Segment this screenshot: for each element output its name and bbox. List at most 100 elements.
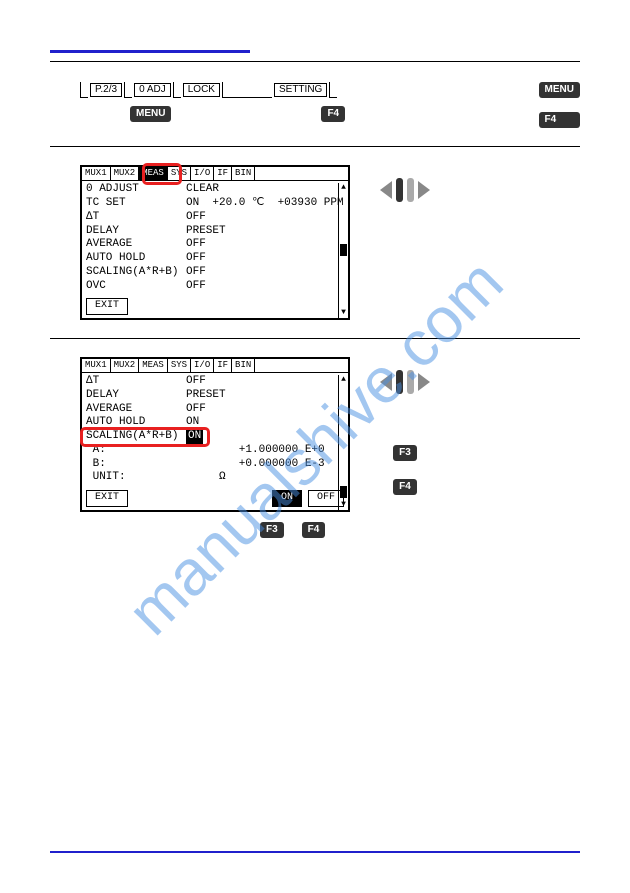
scroll-thumb[interactable] xyxy=(340,486,347,498)
tab-mux1[interactable]: MUX1 xyxy=(82,359,111,372)
f4-key: F4 xyxy=(393,479,417,495)
lcd-row-value: ON +20.0 ℃ +03930 PPM xyxy=(186,197,344,211)
nav-left-icon[interactable] xyxy=(380,181,392,199)
scroll-thumb[interactable] xyxy=(340,244,347,256)
lcd-row-label: SCALING(A*R+B) xyxy=(86,266,186,280)
bottom-key-row: F3 F4 xyxy=(260,522,580,538)
tab-bin[interactable]: BIN xyxy=(232,167,255,180)
lcd-row-label: ∆T xyxy=(86,211,186,225)
tab-io[interactable]: I/O xyxy=(191,167,214,180)
divider-1 xyxy=(50,146,580,147)
f4-key: F4 xyxy=(321,106,345,122)
nav-bar xyxy=(396,370,403,394)
lcd-b-body: ∆TOFF DELAYPRESET AVERAGEOFF AUTO HOLDON… xyxy=(82,373,348,487)
lcd-row-value: OFF xyxy=(186,403,206,417)
footer-line xyxy=(50,851,580,853)
nav-widget xyxy=(380,175,430,205)
divider-top xyxy=(50,61,580,62)
lcd-a-body: 0 ADJUSTCLEAR TC SETON +20.0 ℃ +03930 PP… xyxy=(82,181,348,295)
toolbar-btn-0adj[interactable]: 0 ADJ xyxy=(134,83,171,97)
menu-key: MENU xyxy=(130,106,171,122)
lcd-a-tabs: MUX1 MUX2 MEAS SYS I/O IF BIN xyxy=(82,167,348,181)
lcd-row-value: OFF xyxy=(186,211,206,225)
scrollbar[interactable]: ▲ ▼ xyxy=(338,375,348,510)
lcd-row-value: OFF xyxy=(186,252,206,266)
toolbar-divider xyxy=(80,82,88,98)
section-lcd-a: MUX1 MUX2 MEAS SYS I/O IF BIN 0 ADJUSTCL… xyxy=(50,165,580,320)
nav-bar xyxy=(407,178,414,202)
nav-left-icon[interactable] xyxy=(380,373,392,391)
page-content: P.2/3 0 ADJ LOCK SETTING MENU F4 MENU F4… xyxy=(0,0,630,568)
scroll-up-icon[interactable]: ▲ xyxy=(339,375,348,385)
toolbar-btn-lock[interactable]: LOCK xyxy=(183,83,220,97)
f3-key-bottom: F3 xyxy=(260,522,284,538)
lcd-row-value: PRESET xyxy=(186,225,226,239)
toolbar-divider xyxy=(329,82,337,98)
toolbar-btn-setting[interactable]: SETTING xyxy=(274,83,327,97)
lcd-row-label: AVERAGE xyxy=(86,403,186,417)
tab-mux2[interactable]: MUX2 xyxy=(111,359,140,372)
tab-if[interactable]: IF xyxy=(214,167,232,180)
lcd-row-value: Ω xyxy=(186,471,226,485)
nav-bar xyxy=(407,370,414,394)
tab-meas[interactable]: MEAS xyxy=(139,167,168,180)
f4-key-bottom: F4 xyxy=(302,522,326,538)
divider-2 xyxy=(50,338,580,339)
nav-widget xyxy=(380,367,430,397)
lcd-row-label: 0 ADJUST xyxy=(86,183,186,197)
lcd-row-label: AVERAGE xyxy=(86,238,186,252)
on-button[interactable]: ON xyxy=(272,490,302,507)
f4-key-right: F4 xyxy=(539,112,580,128)
scrollbar[interactable]: ▲ ▼ xyxy=(338,183,348,318)
lcd-row-label: SCALING(A*R+B) xyxy=(86,430,186,444)
lcd-row-label: A: xyxy=(86,444,186,458)
toolbar-btn-p23[interactable]: P.2/3 xyxy=(90,83,122,97)
key-row: MENU F4 xyxy=(130,106,509,122)
tab-bin[interactable]: BIN xyxy=(232,359,255,372)
toolbar-divider xyxy=(222,82,272,98)
tab-sys[interactable]: SYS xyxy=(168,359,191,372)
lcd-screen-a: MUX1 MUX2 MEAS SYS I/O IF BIN 0 ADJUSTCL… xyxy=(80,165,350,320)
lcd-row-label: AUTO HOLD xyxy=(86,252,186,266)
tab-io[interactable]: I/O xyxy=(191,359,214,372)
lcd-row-label: AUTO HOLD xyxy=(86,416,186,430)
tab-mux1[interactable]: MUX1 xyxy=(82,167,111,180)
section-toolbar: P.2/3 0 ADJ LOCK SETTING MENU F4 MENU F4 xyxy=(50,82,580,128)
nav-right-icon[interactable] xyxy=(418,373,430,391)
exit-button[interactable]: EXIT xyxy=(86,490,128,507)
menu-key-right: MENU xyxy=(539,82,580,98)
lcd-row-label: ∆T xyxy=(86,375,186,389)
nav-bar xyxy=(396,178,403,202)
toolbar-divider xyxy=(124,82,132,98)
tab-if[interactable]: IF xyxy=(214,359,232,372)
tab-sys[interactable]: SYS xyxy=(168,167,191,180)
lcd-row-value: ON xyxy=(186,430,203,444)
exit-button[interactable]: EXIT xyxy=(86,298,128,315)
scroll-up-icon[interactable]: ▲ xyxy=(339,183,348,193)
tab-mux2[interactable]: MUX2 xyxy=(111,167,140,180)
lcd-row-value: OFF xyxy=(186,280,206,294)
lcd-row-label: TC SET xyxy=(86,197,186,211)
lcd-row-value: +1.000000 E+0 xyxy=(186,444,325,458)
lcd-row-label: B: xyxy=(86,458,186,472)
lcd-row-label: OVC xyxy=(86,280,186,294)
lcd-row-label: DELAY xyxy=(86,389,186,403)
scroll-down-icon[interactable]: ▼ xyxy=(339,308,348,318)
lcd-row-label: DELAY xyxy=(86,225,186,239)
lcd-row-value: ON xyxy=(186,416,199,430)
scroll-down-icon[interactable]: ▼ xyxy=(339,500,348,510)
f3-key: F3 xyxy=(393,445,417,461)
lcd-row-value: OFF xyxy=(186,238,206,252)
lcd-row-value: PRESET xyxy=(186,389,226,403)
toolbar-divider xyxy=(173,82,181,98)
tab-meas[interactable]: MEAS xyxy=(139,359,168,372)
lcd-row-value: CLEAR xyxy=(186,183,219,197)
lcd-row-value: OFF xyxy=(186,375,206,389)
lcd-row-label: UNIT: xyxy=(86,471,186,485)
lcd-b-footer: EXIT ON OFF xyxy=(82,487,348,510)
nav-right-icon[interactable] xyxy=(418,181,430,199)
lcd-row-value: +0.000000 E-3 xyxy=(186,458,325,472)
lcd-a-footer: EXIT xyxy=(82,295,348,318)
lcd-screen-b: MUX1 MUX2 MEAS SYS I/O IF BIN ∆TOFF DELA… xyxy=(80,357,350,512)
section-lcd-b: MUX1 MUX2 MEAS SYS I/O IF BIN ∆TOFF DELA… xyxy=(50,357,580,512)
